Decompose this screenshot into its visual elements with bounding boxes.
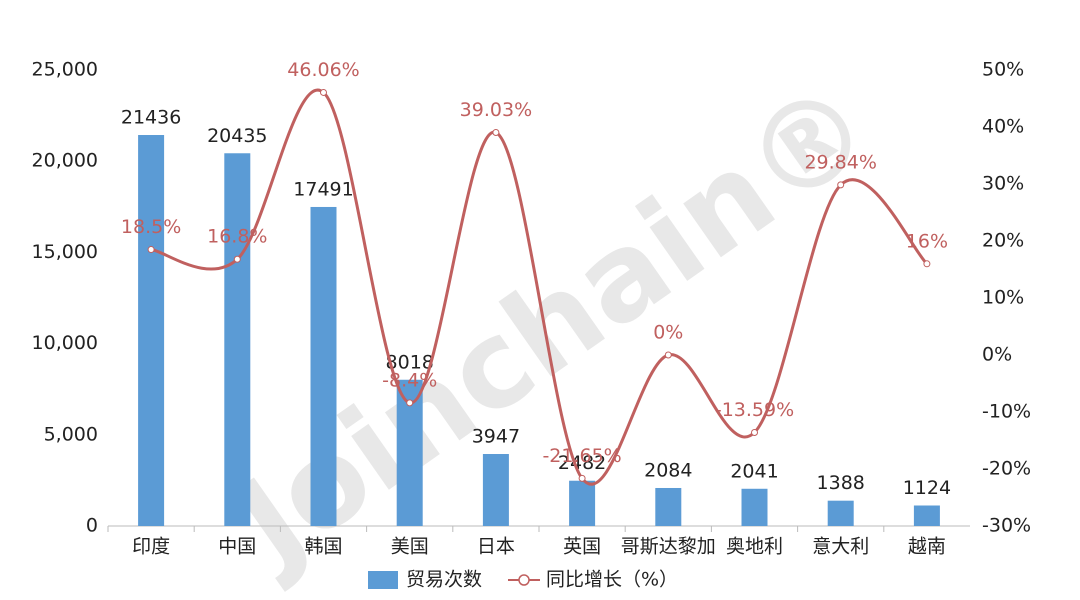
line-value-label: 29.84% [804,151,876,173]
line-value-label: 16.8% [207,226,267,248]
legend-label: 同比增长（%） [546,569,678,591]
bar [655,487,682,526]
line-value-label: 46.06% [287,59,359,81]
line-value-label: 0% [653,322,683,344]
x-tick-label: 哥斯达黎加 [621,536,716,558]
x-tick-label: 印度 [132,536,170,558]
line-value-label: -21.65% [542,445,621,467]
bar [827,500,854,526]
y-tick-label: 0 [86,515,98,537]
line-point [320,88,327,96]
line [150,88,928,486]
line-point [147,246,155,254]
bar-value-label: 3947 [472,426,520,448]
line-point [406,399,414,407]
x-tick-label: 韩国 [304,536,342,558]
line-point [837,181,845,189]
line-value-label: 16% [906,230,948,252]
line-point [923,260,931,268]
bar-value-label: 21436 [121,107,181,129]
bar [138,135,165,526]
y-tick-label: 10,000 [32,332,98,354]
bar [569,480,596,526]
bar-value-label: 2084 [644,459,692,481]
y-tick-label: 15,000 [32,241,98,263]
line-point [578,474,586,482]
x-tick-label: 奥地利 [726,536,783,558]
line-point [664,351,672,359]
y-tick-label: 25,000 [32,59,98,81]
bar [310,206,337,526]
line-value-label: -8.4% [382,369,437,391]
line-value-label: 39.03% [460,99,532,121]
y2-tick-label: 50% [982,59,1024,81]
line-value-label: 18.5% [121,216,181,238]
x-tick-label: 意大利 [812,536,869,558]
x-tick-label: 英国 [563,536,601,558]
y2-tick-label: 30% [982,173,1024,195]
x-tick-label: 越南 [908,536,946,558]
y2-tick-label: -20% [982,458,1031,480]
y2-tick-label: 0% [982,344,1012,366]
bar [913,505,940,526]
bar [224,153,251,526]
bar-value-label: 2482 [558,452,606,474]
bar-value-label: 8018 [386,351,434,373]
bar-value-label: 1124 [903,477,951,499]
legend-swatch-marker [518,574,530,586]
y2-tick-label: 10% [982,287,1024,309]
bar-value-label: 20435 [207,125,267,147]
x-tick-label: 日本 [477,536,515,558]
y-tick-label: 20,000 [32,150,98,172]
y2-tick-label: -10% [982,401,1031,423]
bar [482,454,509,526]
bar-value-label: 1388 [817,472,865,494]
y2-tick-label: 40% [982,116,1024,138]
legend-label: 贸易次数 [406,569,482,591]
x-tick-label: 中国 [218,536,256,558]
legend-swatch [368,571,398,589]
bar [741,488,768,526]
y2-tick-label: -30% [982,515,1031,537]
y-tick-label: 5,000 [44,423,98,445]
y2-tick-label: 20% [982,230,1024,252]
line-point [751,428,758,436]
bar-value-label: 2041 [730,460,778,482]
bar-value-label: 17491 [293,178,353,200]
line-point [492,129,500,137]
line-value-label: -13.59% [715,399,794,421]
line-point [233,255,241,263]
x-tick-label: 美国 [391,536,429,558]
